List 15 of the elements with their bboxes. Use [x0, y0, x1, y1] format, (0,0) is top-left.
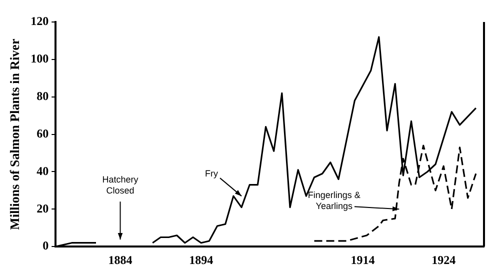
x-tick-label: 1884 [108, 252, 132, 267]
y-tick-label: 20 [36, 201, 49, 216]
annotation: Hatchery Closed [102, 174, 139, 196]
y-axis-title: Millions of Salmon Plants in River [7, 38, 22, 230]
y-tick-label: 80 [36, 88, 49, 103]
x-tick-label: 1914 [350, 252, 375, 267]
annotation: Fry [205, 168, 219, 179]
y-tick-label: 40 [36, 164, 49, 178]
y-tick-label: 100 [30, 52, 49, 66]
x-tick-label: 1894 [189, 252, 214, 267]
y-tick-label: 0 [42, 238, 49, 253]
y-tick-label: 120 [30, 14, 49, 28]
y-tick-label: 60 [36, 126, 49, 140]
annotation: Fingerlings & Yearlings [308, 190, 360, 212]
x-tick-label: 1924 [432, 252, 456, 267]
